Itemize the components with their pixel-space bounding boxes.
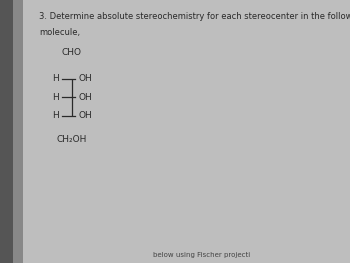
Text: H: H [52, 93, 60, 102]
Text: CH₂OH: CH₂OH [57, 135, 87, 144]
Text: molecule,: molecule, [39, 28, 80, 37]
Text: H: H [52, 111, 60, 120]
Text: CHO: CHO [62, 48, 82, 57]
Text: H: H [52, 74, 60, 83]
Text: OH: OH [78, 93, 92, 102]
Text: OH: OH [78, 74, 92, 83]
Text: below using Fischer projecti: below using Fischer projecti [153, 252, 250, 258]
Bar [0, 0, 18, 263]
Bar [13, 0, 23, 263]
Text: OH: OH [78, 111, 92, 120]
Text: 3. Determine absolute stereochemistry for each stereocenter in the following: 3. Determine absolute stereochemistry fo… [39, 12, 350, 21]
